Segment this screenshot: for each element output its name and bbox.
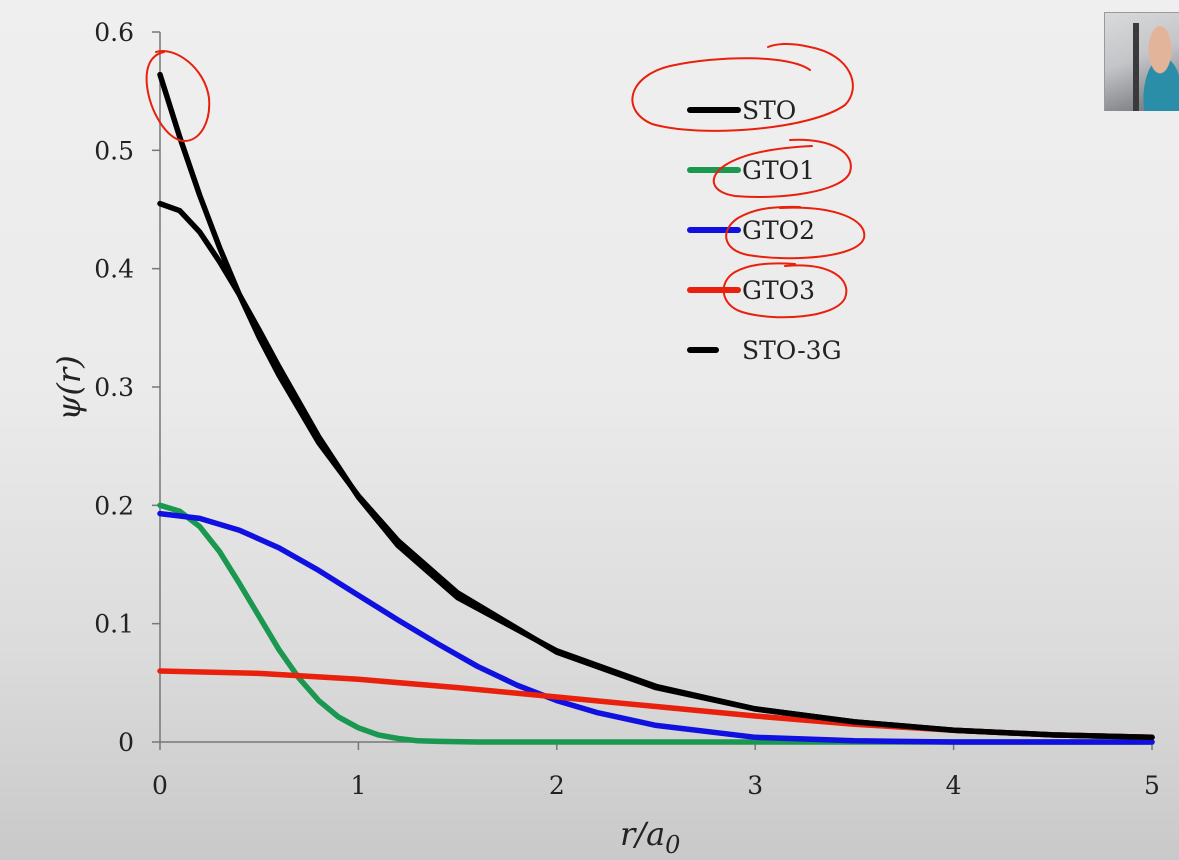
y-tick-label: 0.2 xyxy=(94,491,134,520)
series-line-gto1 xyxy=(157,502,1155,745)
x-tick-label: 3 xyxy=(747,771,763,800)
series-line-sto-3g xyxy=(157,200,1155,741)
x-tick-label: 5 xyxy=(1144,771,1160,800)
y-tick-label: 0.3 xyxy=(94,373,134,402)
axis-titles: ψ(r) r/a0 xyxy=(50,355,680,859)
y-tick-label: 0 xyxy=(118,728,134,757)
y-tick-label: 0.4 xyxy=(94,255,134,284)
circle-annotation-gto2 xyxy=(725,205,866,260)
presenter-image xyxy=(1127,23,1179,111)
legend-label: STO xyxy=(742,96,796,125)
y-tick-label: 0.5 xyxy=(94,136,134,165)
legend-label: GTO3 xyxy=(742,276,815,305)
circle-annotation-sto-peak xyxy=(145,50,211,143)
x-axis-title-subscript: 0 xyxy=(665,831,680,859)
y-axis-title: ψ(r) xyxy=(50,355,88,420)
circle-annotation-gto3 xyxy=(722,262,848,319)
circle-annotation-sto xyxy=(631,43,854,132)
legend-label: GTO1 xyxy=(742,156,815,185)
legend: STO GTO1 GTO2 GTO3 STO-3G xyxy=(687,96,842,365)
axes: 0 0.1 0.2 0.3 0.4 0.5 0.6 0 1 2 3 4 5 xyxy=(94,18,1160,800)
x-ticks: 0 1 2 3 4 5 xyxy=(152,742,1160,800)
y-tick-label: 0.1 xyxy=(94,610,134,639)
y-tick-label: 0.6 xyxy=(94,18,134,47)
series-lines xyxy=(157,71,1155,745)
circle-annotation-gto1 xyxy=(712,138,852,198)
x-axis-title-main: r/a xyxy=(620,815,665,853)
presenter-webcam-thumbnail xyxy=(1104,12,1179,111)
legend-label: GTO2 xyxy=(742,216,815,245)
y-ticks: 0 0.1 0.2 0.3 0.4 0.5 0.6 xyxy=(94,18,160,757)
x-axis-title: r/a0 xyxy=(620,815,680,859)
x-tick-label: 1 xyxy=(350,771,366,800)
x-tick-label: 2 xyxy=(549,771,565,800)
x-tick-label: 4 xyxy=(946,771,962,800)
series-line-gto2 xyxy=(157,510,1155,745)
x-tick-label: 0 xyxy=(152,771,168,800)
series-line-sto xyxy=(157,71,1155,741)
legend-label: STO-3G xyxy=(742,336,842,365)
pen-annotations xyxy=(145,43,866,319)
